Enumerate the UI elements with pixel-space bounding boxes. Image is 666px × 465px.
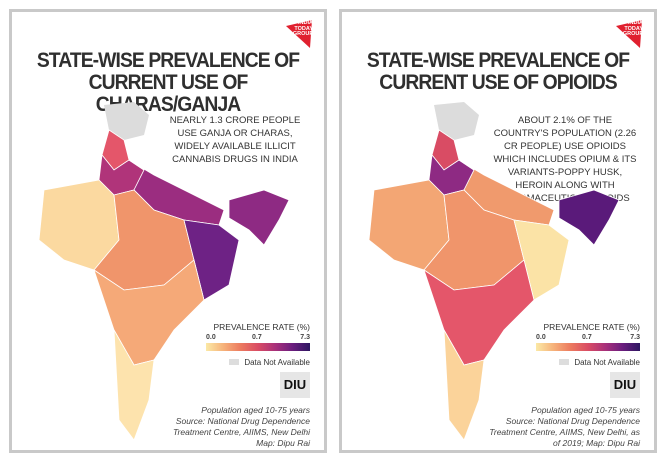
- na-swatch: [229, 359, 240, 365]
- legend-color-scale: [206, 343, 310, 351]
- region-jk-na: [104, 102, 149, 140]
- legend-title: PREVALENCE RATE (%): [543, 322, 640, 332]
- legend-na: Data Not Available: [559, 358, 640, 367]
- panel-title: STATE-WISE PREVALENCE OF CURRENT USE OF C…: [36, 49, 300, 116]
- panel-title: STATE-WISE PREVALENCE OF CURRENT USE OF O…: [366, 49, 630, 94]
- brand-name: INDIA TODAY GROUP: [622, 20, 643, 37]
- summary-text: NEARLY 1.3 CRORE PEOPLE USE GANJA OR CHA…: [169, 115, 301, 165]
- source-note: Population aged 10-75 years Source: Natio…: [489, 405, 640, 448]
- na-swatch: [559, 359, 570, 365]
- region-northeast: [558, 189, 620, 246]
- india-today-logo-shape: [286, 20, 312, 48]
- cannabis-panel: INDIA TODAY GROUP STATE-WISE PREVALENCE …: [9, 9, 327, 453]
- opioids-panel: INDIA TODAY GROUP STATE-WISE PREVALENCE …: [339, 9, 657, 453]
- india-today-logo-shape: [616, 20, 642, 48]
- region-southern-tip: [443, 329, 485, 441]
- region-northeast: [228, 189, 290, 246]
- brand-name: INDIA TODAY GROUP: [292, 20, 313, 37]
- diu-logo: DIU: [280, 372, 310, 398]
- india-today-logo: INDIA TODAY GROUP: [612, 18, 646, 52]
- diu-logo: DIU: [610, 372, 640, 398]
- india-choropleth-map: [38, 102, 290, 441]
- region-jk-na: [434, 102, 479, 140]
- india-today-logo: INDIA TODAY GROUP: [282, 18, 316, 52]
- legend-title: PREVALENCE RATE (%): [213, 322, 310, 332]
- region-southern-tip: [113, 329, 155, 441]
- legend-na: Data Not Available: [229, 358, 310, 367]
- india-choropleth-map: [368, 102, 620, 441]
- legend-color-scale: [536, 343, 640, 351]
- source-note: Population aged 10-75 years Source: Natio…: [173, 405, 310, 448]
